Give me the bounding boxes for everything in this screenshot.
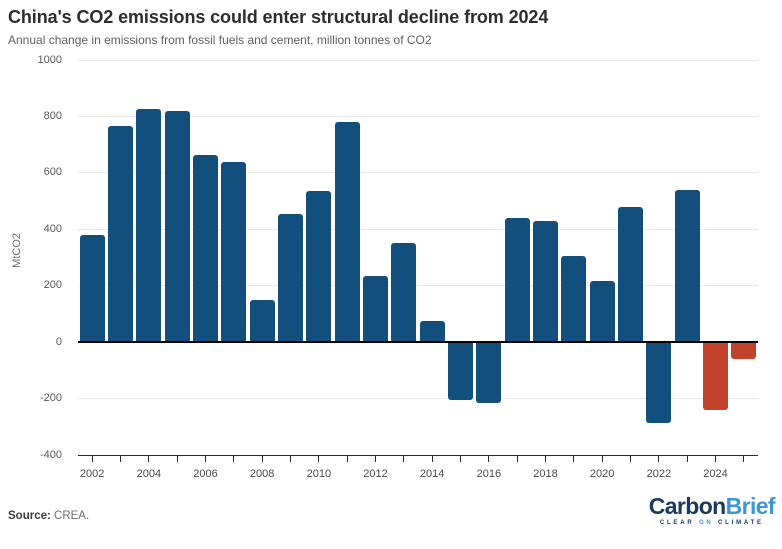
x-tick-label-2002: 2002 [79,468,105,480]
y-tick-label--200: -200 [39,392,62,405]
zero-baseline [78,341,758,344]
source-note: Source: CREA. [8,510,89,522]
x-tick-label-2016: 2016 [476,468,502,480]
logo-word-brief: Brief [725,493,776,519]
x-tick-2021 [630,455,631,462]
x-tick-2016 [488,455,490,462]
gridline-1000 [78,59,758,61]
x-tick-2006 [205,455,206,462]
gridline-400 [78,228,758,230]
x-tick-label-2014: 2014 [419,468,445,480]
gridline--200 [78,398,758,400]
tagline-on: ON [698,520,714,527]
bar-2006 [193,154,218,343]
bar-2009 [278,213,303,343]
gridline-600 [78,172,758,174]
y-tick-label-400: 400 [43,222,62,235]
x-tick-label-2006: 2006 [193,468,218,480]
x-tick-2012 [375,455,376,462]
x-tick-2018 [545,455,546,462]
source-value: CREA. [54,510,90,522]
bar-2015 [448,342,473,400]
x-tick-2022 [658,455,660,462]
x-tick-2023 [686,455,688,462]
x-tick-2002 [91,455,93,462]
bar-2021 [618,206,643,343]
gridline-200 [78,285,758,287]
y-tick-label-600: 600 [43,166,62,179]
x-tick-label-2010: 2010 [306,468,332,480]
chart-title: China's CO2 emissions could enter struct… [8,7,549,27]
x-tick-label-2024: 2024 [703,468,728,480]
x-tick-2003 [120,455,121,462]
bar-2020 [589,281,615,343]
x-tick-2008 [261,455,263,462]
bar-2014 [419,320,445,343]
bar-2013 [391,243,417,343]
x-tick-2014 [431,455,433,462]
y-tick-label-1000: 1000 [37,53,62,66]
x-tick-label-2012: 2012 [363,468,388,480]
x-tick-2019 [573,455,575,462]
bar-2018 [533,220,558,343]
x-tick-2007 [233,455,235,462]
x-tick-2015 [460,455,461,462]
x-tick-label-2022: 2022 [646,468,672,480]
logo-word-carbon: Carbon [648,493,727,519]
x-tick-2011 [346,455,348,462]
x-tick-2024 [715,455,716,462]
tagline-climate: CLIMATE [718,520,764,527]
bar-2016 [476,342,502,403]
carbonbrief-logo: CarbonBrief CLEAR ON CLIMATE [648,493,776,526]
bar-2022 [646,342,672,423]
x-tick-2005 [176,455,178,462]
bar-2019 [561,256,587,343]
bar-2008 [249,299,275,343]
bar-2007 [221,161,247,343]
x-tick-label-2020: 2020 [589,468,615,480]
y-axis-title: MtCO2 [11,233,23,268]
bar-2023 [674,189,700,343]
logo-tagline: CLEAR ON CLIMATE [649,520,775,526]
y-tick-label--400: -400 [39,448,62,461]
x-tick-label-2004: 2004 [136,468,162,480]
logo-wordmark: CarbonBrief [648,493,776,519]
x-tick-2004 [148,455,150,462]
bar-2025 [731,342,757,360]
bar-2002 [79,234,105,343]
x-tick-2025 [743,455,745,462]
bar-2012 [363,275,388,343]
x-tick-2017 [516,455,518,462]
chart-subtitle: Annual change in emissions from fossil f… [8,33,432,47]
y-tick-label-0: 0 [55,335,62,348]
x-tick-2013 [403,455,405,462]
bar-2011 [334,122,360,343]
y-tick-label-800: 800 [43,109,62,122]
bar-2005 [164,110,190,343]
bar-2003 [108,126,133,343]
x-tick-2020 [601,455,603,462]
x-tick-label-2018: 2018 [533,468,558,480]
tagline-clear: CLEAR [659,520,695,527]
bar-2024 [703,342,728,410]
source-label: Source: [8,510,51,522]
y-tick-label-200: 200 [43,279,62,292]
bar-2010 [306,191,332,343]
bar-2004 [136,109,162,343]
plot-area: 2002 2004 2006 2008 2010 2012 2014 2016 2018 2020… [78,59,758,480]
bar-2017 [504,218,530,343]
x-tick-2010 [318,455,320,462]
x-tick-2009 [290,455,291,462]
x-tick-label-2008: 2008 [249,468,275,480]
gridline-800 [78,115,758,117]
